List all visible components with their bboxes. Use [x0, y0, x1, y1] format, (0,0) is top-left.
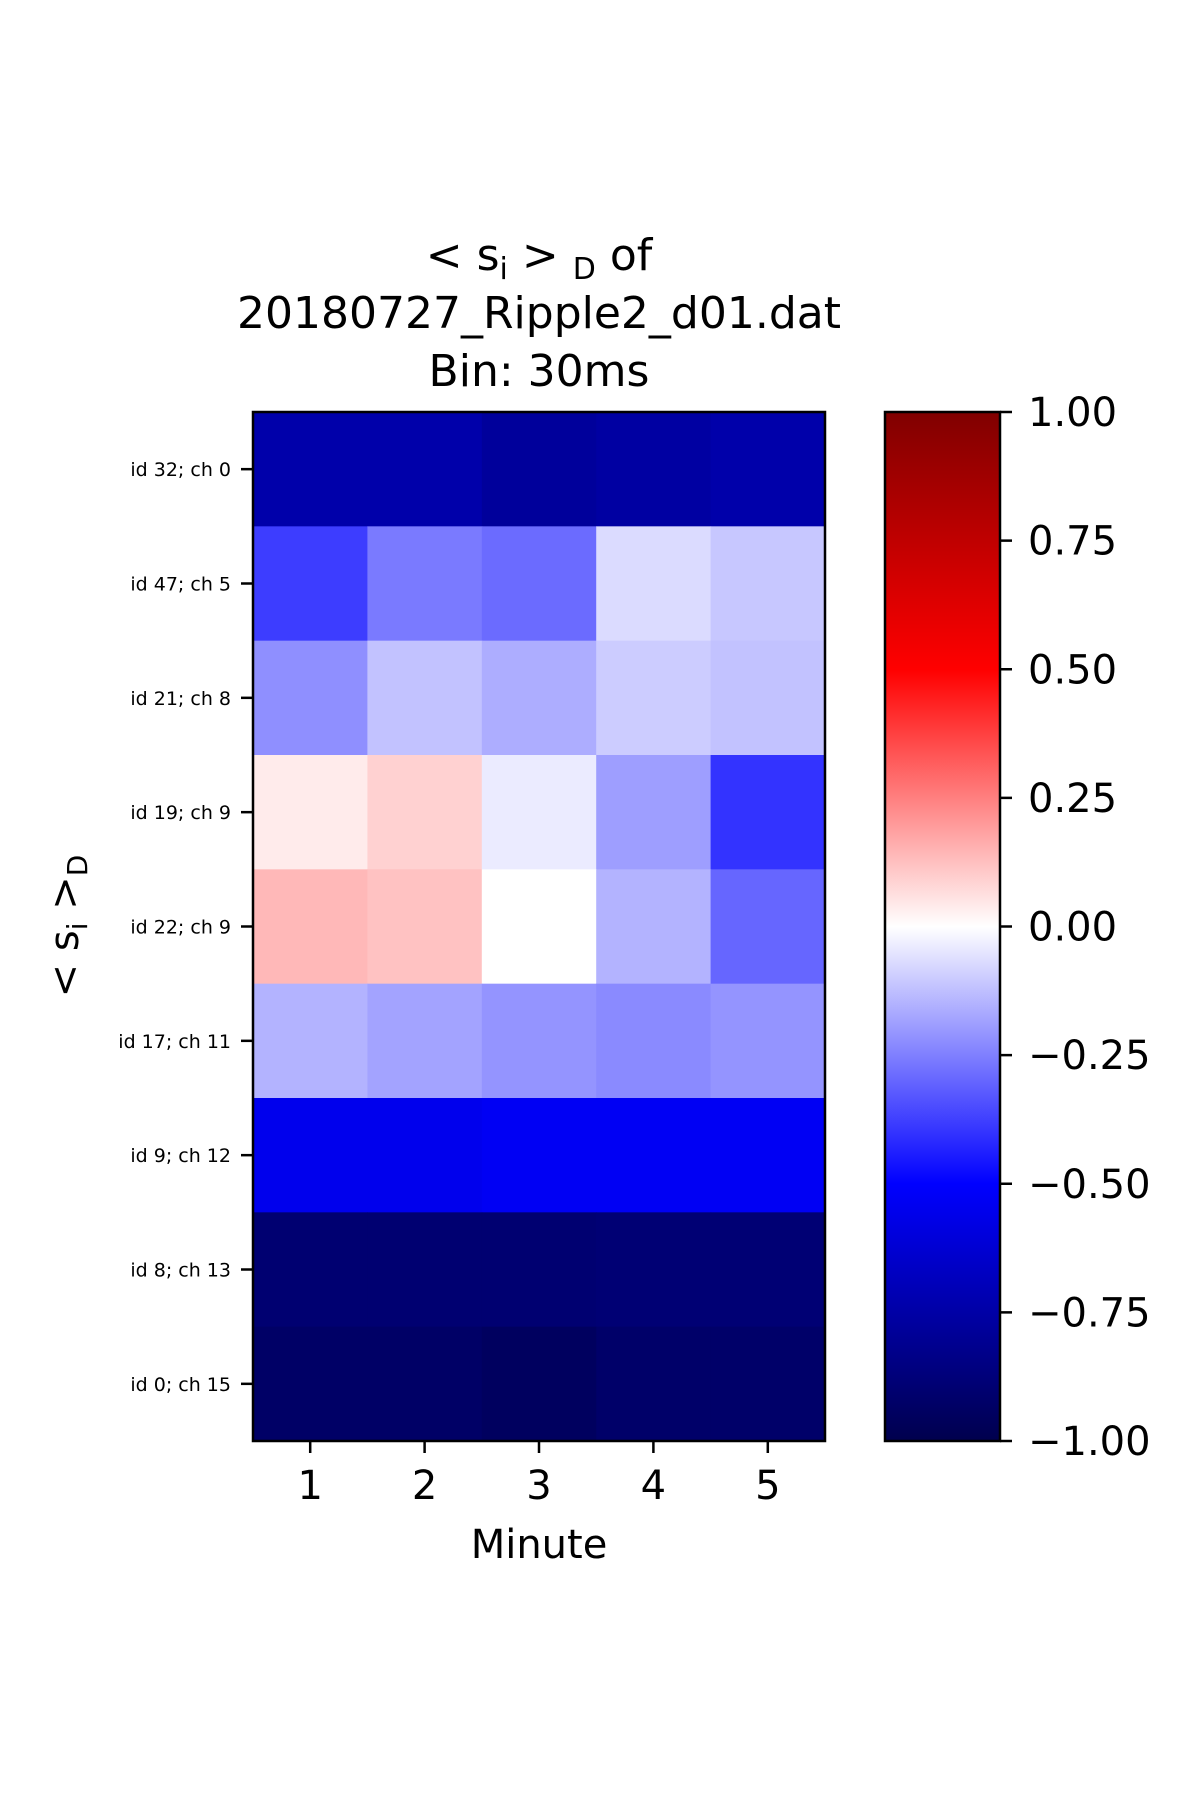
ylabel-math-sub-d: D — [61, 855, 94, 877]
heatmap-cell — [481, 640, 597, 756]
heatmap-cell — [710, 1212, 826, 1328]
y-tick-label: id 19; ch 9 — [130, 802, 231, 824]
heatmap-cell — [710, 869, 826, 985]
ylabel-math-sub-i: i — [61, 922, 94, 930]
heatmap-cell — [596, 412, 712, 527]
x-axis: 1 2 3 4 5 — [297, 1441, 781, 1509]
chart-title-line-3: Bin: 30ms — [429, 346, 650, 397]
title-math-post: of — [596, 230, 654, 281]
heatmap-cell — [253, 640, 368, 756]
heatmap-cell — [596, 640, 712, 756]
heatmap-cell — [253, 526, 368, 642]
heatmap-cell — [367, 983, 483, 1099]
colorbar — [883, 410, 1002, 1443]
heatmap-cell — [596, 755, 712, 870]
heatmap-cell — [481, 869, 597, 985]
heatmap-cell — [481, 1212, 597, 1328]
title-math-mid: > — [508, 230, 573, 281]
heatmap-cell — [596, 1212, 712, 1328]
y-tick-label: id 47; ch 5 — [130, 574, 231, 596]
heatmap-cell — [367, 1098, 483, 1213]
heatmap-cell — [596, 1098, 712, 1213]
x-tick-label: 1 — [297, 1463, 322, 1509]
heatmap-cell — [710, 983, 826, 1099]
colorbar-tick-label: 1.00 — [1028, 390, 1117, 436]
heatmap-cell — [367, 1326, 483, 1442]
heatmap-cell — [710, 1326, 826, 1442]
colorbar-tick-label: −0.75 — [1028, 1290, 1151, 1336]
heatmap-cell — [481, 526, 597, 642]
heatmap-cell — [596, 526, 712, 642]
y-axis: id 32; ch 0 id 47; ch 5 id 21; ch 8 id 19; … — [118, 459, 253, 1396]
heatmap-cell — [596, 1326, 712, 1442]
colorbar-tick-label: −0.50 — [1028, 1162, 1151, 1208]
heatmap-cell — [710, 755, 826, 870]
title-math-sub-i: i — [500, 252, 508, 287]
heatmap-cells — [253, 412, 826, 1442]
colorbar-tick-label: 0.50 — [1028, 647, 1117, 693]
heatmap-cell — [596, 983, 712, 1099]
colorbar-tick-label: 0.75 — [1028, 519, 1117, 565]
ylabel-math-mid: > — [42, 876, 88, 922]
heatmap-cell — [710, 412, 826, 527]
x-axis-label: Minute — [471, 1522, 608, 1568]
heatmap-cell — [481, 1098, 597, 1213]
title-math-sub-d: D — [573, 252, 596, 287]
colorbar-axis: 1.00 0.75 0.50 0.25 0.00 −0.25 −0.50 −0.75 −1.00 — [1000, 390, 1151, 1465]
heatmap-cell — [367, 640, 483, 756]
heatmap-cell — [253, 1212, 368, 1328]
title-math-pre: < s — [426, 230, 500, 281]
y-tick-label: id 0; ch 15 — [130, 1374, 231, 1396]
colorbar-tick-label: 0.00 — [1028, 905, 1117, 951]
heatmap-cell — [596, 869, 712, 985]
heatmap-cell — [367, 1212, 483, 1328]
heatmap-cell — [253, 1326, 368, 1442]
y-tick-label: id 22; ch 9 — [130, 917, 231, 939]
heatmap-cell — [481, 755, 597, 870]
x-tick-label: 2 — [412, 1463, 437, 1509]
heatmap-cell — [710, 526, 826, 642]
y-tick-label: id 8; ch 13 — [130, 1260, 231, 1282]
colorbar-tick-label: 0.25 — [1028, 776, 1117, 822]
heatmap-cell — [710, 1098, 826, 1213]
heatmap-cell — [253, 412, 368, 527]
y-axis-label: < si >D — [42, 855, 94, 998]
x-tick-label: 4 — [641, 1463, 666, 1509]
heatmap-cell — [367, 755, 483, 870]
heatmap-cell — [481, 983, 597, 1099]
colorbar-tick-label: −0.25 — [1028, 1033, 1151, 1079]
heatmap-cell — [253, 1098, 368, 1213]
chart-title-line-1: < si > D of — [426, 230, 654, 287]
heatmap-cell — [481, 1326, 597, 1442]
heatmap-cell — [253, 983, 368, 1099]
x-tick-label: 3 — [526, 1463, 551, 1509]
heatmap-cell — [253, 869, 368, 985]
y-tick-label: id 17; ch 11 — [118, 1031, 231, 1053]
heatmap-cell — [367, 412, 483, 527]
y-tick-label: id 32; ch 0 — [130, 459, 231, 481]
x-tick-label: 5 — [755, 1463, 780, 1509]
heatmap-cell — [710, 640, 826, 756]
y-tick-label: id 21; ch 8 — [130, 688, 231, 710]
y-tick-label: id 9; ch 12 — [130, 1145, 231, 1167]
heatmap-cell — [367, 869, 483, 985]
heatmap-cell — [481, 412, 597, 527]
ylabel-math-pre: < s — [42, 930, 88, 997]
colorbar-tick-label: −1.00 — [1028, 1419, 1151, 1465]
heatmap-cell — [253, 755, 368, 870]
heatmap-cell — [367, 526, 483, 642]
chart-title-line-2: 20180727_Ripple2_d01.dat — [237, 288, 841, 339]
